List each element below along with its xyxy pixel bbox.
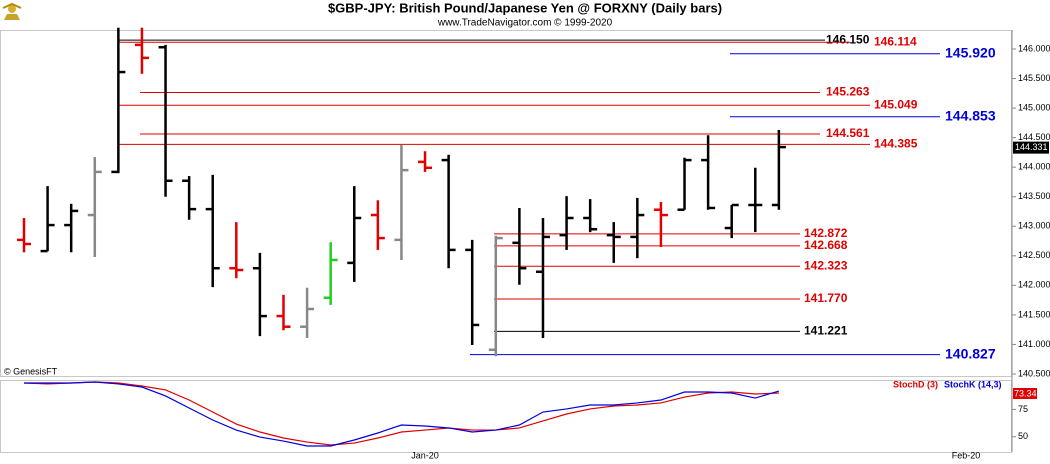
level-label: 144.853 [945, 107, 996, 123]
y-tick-label: 145.000 [1018, 102, 1050, 112]
source: © GenesisFT [4, 366, 58, 376]
level-label-bg [825, 33, 867, 48]
level-label: 141.770 [804, 291, 848, 305]
level-label-bg [803, 238, 845, 253]
level-label-bg [803, 324, 845, 339]
y-tick-label: 142.500 [1018, 250, 1050, 260]
level-label: 146.114 [874, 34, 917, 48]
x-tick-label: Feb-20 [952, 450, 981, 460]
y-tick-label: 140.500 [1018, 368, 1050, 378]
level-label-bg [944, 109, 992, 124]
level-label: 142.872 [804, 226, 848, 240]
y-tick-label: 142.000 [1018, 280, 1050, 290]
y-tick-label: 141.500 [1018, 309, 1050, 319]
level-label-bg [803, 226, 845, 241]
y-tick-label: 143.000 [1018, 221, 1050, 231]
level-label-bg [944, 347, 992, 362]
y-tick-label: 144.000 [1018, 162, 1050, 172]
level-label: 142.668 [804, 238, 848, 252]
y-tick-label: 146.000 [1018, 43, 1050, 53]
level-label-bg [944, 46, 992, 61]
level-label-bg [803, 291, 845, 306]
level-label-bg [825, 127, 867, 142]
last-price-label: 144.331 [1015, 142, 1048, 152]
level-label-bg [873, 98, 915, 113]
level-label: 145.920 [945, 44, 996, 60]
level-label-bg [873, 137, 915, 152]
chart-subtitle: www.TradeNavigator.com © 1999-2020 [437, 18, 613, 29]
last-price-box [1013, 141, 1049, 154]
y-tick-label: 144.500 [1018, 132, 1050, 142]
x-tick-label: Jan-20 [411, 450, 439, 460]
stoch-line [24, 381, 780, 447]
last-value-box [1013, 388, 1037, 399]
y-tick-label: 143.500 [1018, 191, 1050, 201]
level-label: 146.150 [826, 32, 870, 46]
level-label: 141.221 [804, 324, 848, 338]
y-tick-label: 75 [1018, 404, 1028, 414]
level-label-bg [873, 35, 915, 50]
level-label: 140.827 [945, 345, 996, 361]
level-label-bg [803, 259, 845, 274]
level-label: 145.049 [874, 97, 918, 111]
y-tick-label: 50 [1018, 431, 1028, 441]
level-label: 142.323 [804, 258, 848, 272]
legend-label: StochD (3) [893, 379, 938, 389]
level-label-bg [825, 85, 867, 100]
stoch-line [23, 381, 779, 446]
y-tick-label: 145.500 [1018, 73, 1050, 83]
chart-title: $GBP-JPY: British Pound/Japanese Yen @ F… [328, 0, 722, 15]
y-tick-label: 141.000 [1018, 339, 1050, 349]
level-label: 144.385 [874, 137, 918, 151]
legend-label: StochK (14,3) [944, 379, 1002, 389]
level-label: 145.263 [826, 85, 870, 99]
level-label: 144.561 [826, 126, 870, 140]
last-value-label: 73.34 [1014, 388, 1037, 398]
logo [2, 2, 22, 20]
